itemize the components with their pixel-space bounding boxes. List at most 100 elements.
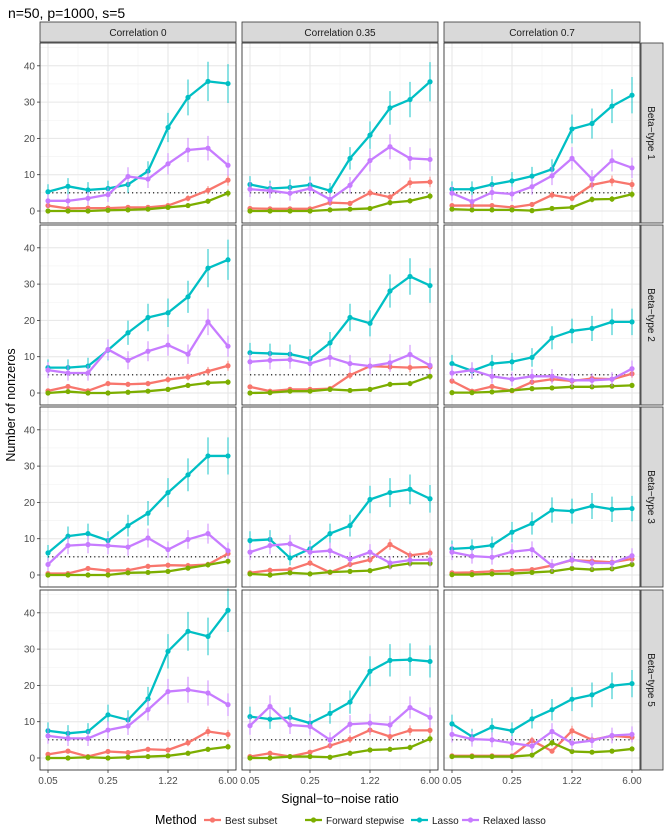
data-point: [205, 265, 211, 271]
data-point: [549, 192, 555, 198]
data-point: [387, 360, 393, 366]
data-point: [589, 196, 595, 202]
data-point: [45, 367, 51, 373]
y-tick-label: 10: [24, 717, 36, 728]
legend-key-point: [467, 817, 474, 823]
data-point: [469, 390, 475, 396]
data-point: [205, 562, 211, 568]
panel-border: [241, 406, 439, 588]
data-point: [225, 702, 231, 708]
data-point: [449, 378, 455, 384]
data-point: [185, 202, 191, 209]
y-tick-label: 20: [24, 681, 36, 692]
series-line: [451, 557, 633, 574]
data-point: [347, 750, 353, 756]
data-point: [609, 178, 615, 184]
data-point: [427, 496, 433, 502]
row-strip-label: Beta−type 5: [645, 653, 656, 707]
series-line: [47, 364, 229, 392]
data-point: [387, 746, 393, 752]
data-point: [589, 692, 595, 698]
data-point: [225, 453, 231, 459]
column-strip: [443, 21, 641, 43]
data-point: [307, 208, 313, 214]
series-line: [451, 504, 633, 551]
y-tick-label: 20: [24, 498, 36, 509]
series-line: [48, 745, 229, 760]
data-point: [367, 747, 373, 753]
series-line: [452, 94, 633, 191]
y-tick-label: 40: [24, 243, 36, 254]
data-point: [569, 508, 575, 514]
data-point: [65, 533, 71, 539]
panel: 0 10 20 30 40: [24, 42, 237, 224]
data-point: [85, 541, 91, 548]
data-point: [145, 388, 151, 394]
data-point: [407, 180, 413, 186]
data-point: [569, 195, 575, 201]
data-point: [407, 155, 413, 161]
data-point: [287, 555, 293, 561]
data-point: [185, 740, 191, 746]
data-point: [267, 357, 273, 363]
data-point: [629, 561, 635, 568]
data-point: [529, 173, 535, 179]
data-point: [509, 387, 515, 394]
series-line: [249, 705, 431, 741]
data-point: [489, 207, 495, 213]
data-point: [347, 182, 353, 188]
x-tick-label: 1.22: [562, 776, 582, 787]
data-point: [469, 553, 475, 559]
data-point: [205, 690, 211, 696]
data-point: [589, 737, 595, 744]
data-point: [145, 569, 151, 576]
data-point: [205, 453, 211, 459]
data-point: [185, 382, 191, 388]
data-point: [387, 722, 393, 728]
data-point: [367, 496, 373, 503]
data-point: [509, 728, 515, 734]
data-point: [569, 748, 575, 755]
data-point: [609, 748, 615, 754]
data-point: [85, 187, 91, 193]
data-point: [45, 733, 51, 739]
chart-title: n=50, p=1000, s=5: [8, 5, 125, 21]
series-line: [451, 367, 633, 382]
legend-key-point: [209, 817, 216, 823]
data-point: [589, 749, 595, 755]
data-point: [165, 342, 171, 348]
data-point: [287, 753, 293, 760]
series-line: [48, 147, 229, 202]
x-tick-label: 0.05: [442, 776, 462, 787]
data-point: [529, 373, 535, 379]
data-point: [347, 736, 353, 742]
data-point: [449, 721, 455, 727]
data-point: [367, 205, 373, 212]
data-point: [165, 124, 171, 131]
y-tick-label: 10: [24, 170, 36, 181]
data-point: [185, 687, 191, 693]
data-point: [145, 707, 151, 713]
data-point: [247, 208, 253, 214]
data-point: [105, 380, 111, 387]
series-line: [452, 179, 633, 209]
data-point: [489, 202, 495, 209]
panel: 0 10 20 30 40 0.05 0.25 1.22 6.00: [24, 588, 238, 787]
data-point: [529, 201, 535, 208]
x-tick-label: 0.25: [502, 776, 522, 787]
data-point: [85, 735, 91, 741]
data-point: [105, 346, 111, 353]
data-point: [185, 750, 191, 756]
series-line: [48, 192, 229, 213]
data-point: [185, 94, 191, 100]
data-point: [45, 390, 51, 396]
data-point: [609, 560, 615, 566]
data-point: [509, 191, 515, 197]
series-line: [249, 562, 430, 577]
data-point: [165, 161, 171, 167]
data-point: [569, 328, 575, 334]
data-point: [407, 198, 413, 204]
data-point: [185, 565, 191, 571]
data-point: [205, 78, 211, 85]
data-point: [307, 571, 313, 577]
